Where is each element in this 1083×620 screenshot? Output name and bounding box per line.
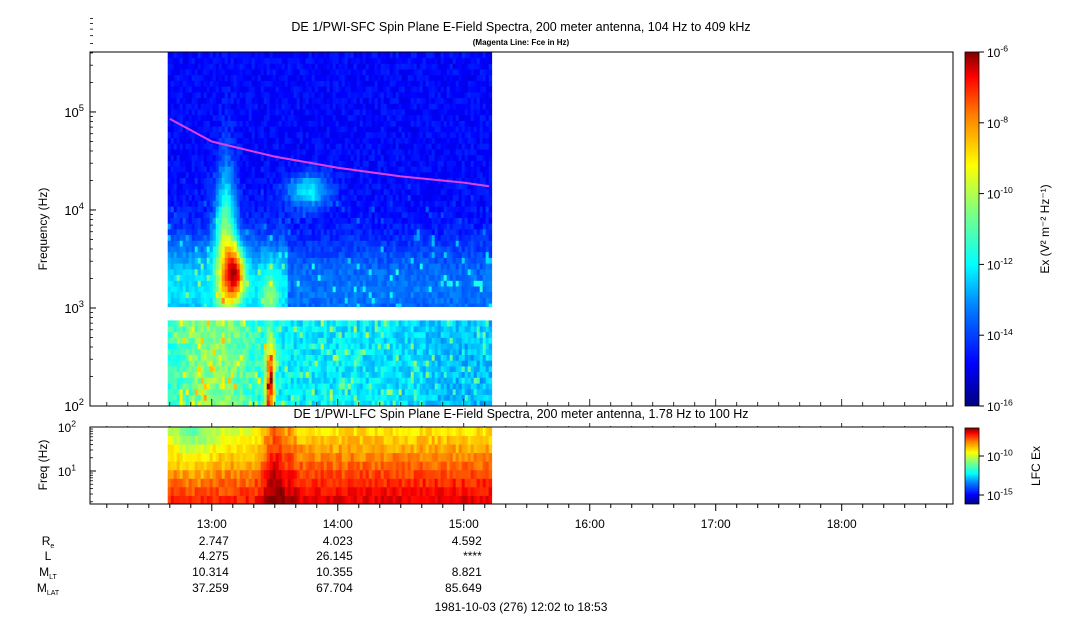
- ephemeris-value: 4.275: [199, 549, 229, 563]
- bottom-y-tick-label: 102: [58, 419, 76, 435]
- top-y-tick-label: 105: [64, 103, 84, 120]
- bottom-panel-title: DE 1/PWI-LFC Spin Plane E-Field Spectra,…: [293, 407, 748, 421]
- top-spectrogram: [90, 52, 953, 406]
- ephemeris-value: 4.023: [323, 534, 353, 548]
- bottom-plot-frame: [89, 426, 954, 505]
- top-colorbar-tick-label: 10-6: [987, 44, 1008, 60]
- bottom-colorbar: [964, 427, 980, 505]
- top-colorbar-tick-label: 10-8: [987, 114, 1008, 130]
- bottom-y-tick-label: 101: [58, 463, 76, 479]
- top-colorbar-tick-label: 10-14: [987, 327, 1013, 343]
- x-tick-label: 13:00: [197, 517, 227, 531]
- top-colorbar: [964, 51, 980, 407]
- footer-date-range: 1981-10-03 (276) 12:02 to 18:53: [435, 600, 608, 614]
- top-colorbar-tick-label: 10-12: [987, 256, 1013, 272]
- bottom-y-axis-label: Freq (Hz): [36, 440, 50, 491]
- ephemeris-value: 26.145: [316, 549, 353, 563]
- bottom-y-axis: 101 102: [58, 419, 96, 503]
- bottom-spectrogram-cells: [167, 427, 493, 504]
- top-y-tick-label: 104: [64, 201, 84, 218]
- ephemeris-row-label: MLT: [39, 565, 57, 581]
- x-tick-label: 17:00: [701, 517, 731, 531]
- bottom-colorbar-label: LFC Ex: [1029, 446, 1043, 486]
- ephemeris-value: 10.314: [192, 565, 229, 579]
- top-panel-title: DE 1/PWI-SFC Spin Plane E-Field Spectra,…: [291, 20, 750, 34]
- top-colorbar-tick-label: 10-16: [987, 398, 1013, 414]
- top-plot-frame: [89, 51, 954, 407]
- x-tick-label: 16:00: [575, 517, 605, 531]
- ephemeris-value: 10.355: [316, 565, 353, 579]
- top-y-tick-label: 103: [64, 299, 84, 316]
- ephemeris-value: 85.649: [445, 581, 482, 595]
- bottom-colorbar-ticks: 10-10 10-15: [979, 448, 1013, 503]
- top-colorbar-tick-label: 10-10: [987, 185, 1013, 201]
- ephemeris-row-label: Re: [42, 534, 55, 550]
- ephemeris-row-label: L: [45, 549, 52, 563]
- fce-line: [169, 118, 490, 188]
- top-y-axis: 102 103 104 105: [64, 18, 96, 414]
- ephemeris-value: 37.259: [192, 581, 229, 595]
- ephemeris-value: 8.821: [452, 565, 482, 579]
- x-tick-label: 15:00: [449, 517, 479, 531]
- ephemeris-value: 2.747: [199, 534, 229, 548]
- top-colorbar-label: Ex (V² m⁻² Hz⁻¹): [1038, 184, 1052, 273]
- ephemeris-value: 4.592: [452, 534, 482, 548]
- bottom-colorbar-tick-label: 10-15: [987, 487, 1013, 503]
- bottom-spectrogram: [90, 427, 953, 504]
- x-tick-label: 14:00: [323, 517, 353, 531]
- x-tick-label: 18:00: [827, 517, 857, 531]
- time-axis: 13:00 14:00 15:00 16:00 17:00 18:00: [106, 399, 948, 531]
- bottom-colorbar-tick-label: 10-10: [987, 448, 1013, 464]
- top-y-tick-label: 102: [64, 397, 84, 414]
- top-y-axis-label: Frequency (Hz): [36, 188, 50, 271]
- ephemeris-value: 67.704: [316, 581, 353, 595]
- top-colorbar-ticks: 10-6 10-8 10-10 10-12 10-14 10-16: [979, 44, 1013, 414]
- top-spectrogram-cells: [167, 52, 494, 406]
- top-panel-subtitle: (Magenta Line: Fce in Hz): [473, 38, 570, 47]
- ephemeris-row-label: MLAT: [37, 581, 60, 597]
- ephemeris-value: ****: [463, 549, 482, 563]
